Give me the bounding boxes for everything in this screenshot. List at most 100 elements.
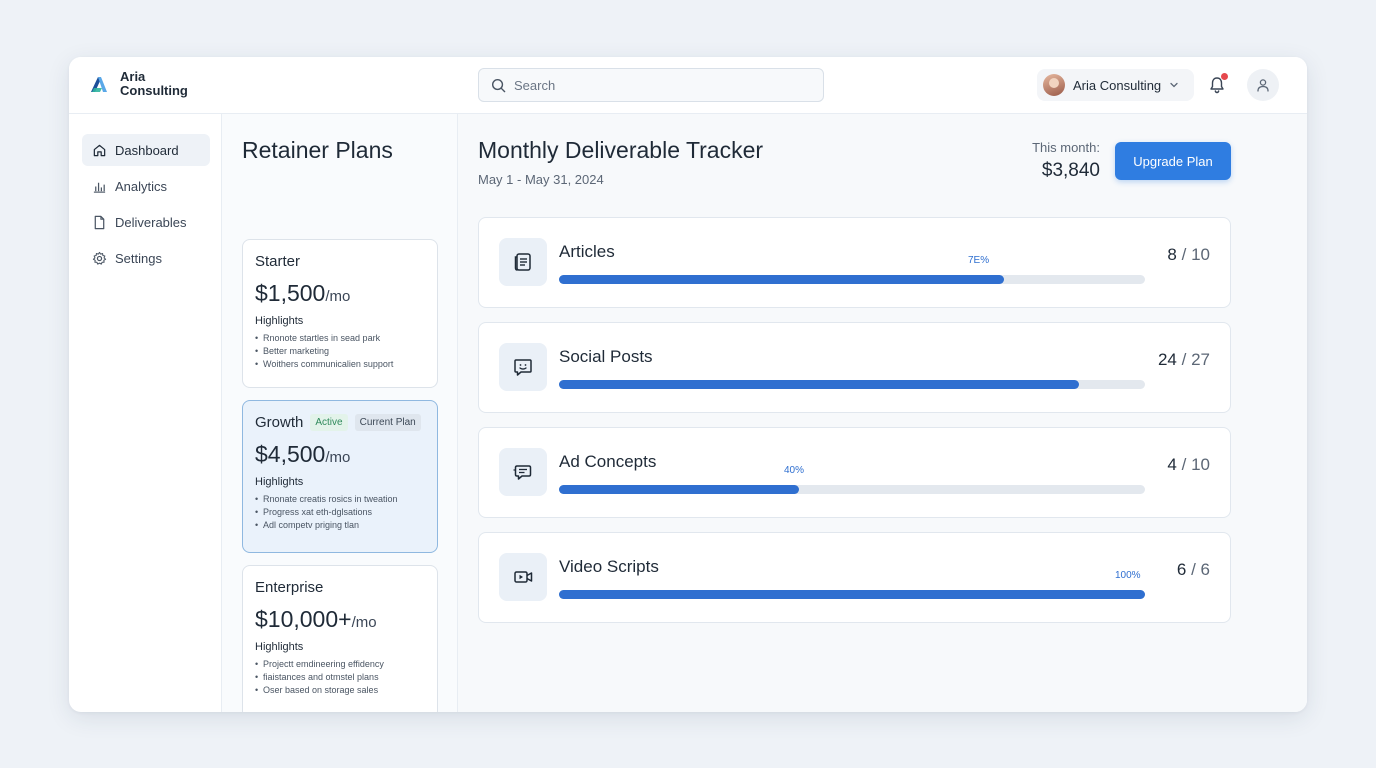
plan-highlight-item: fiaistances and otmstel plans [255, 671, 425, 684]
sidebar-item-deliverables[interactable]: Deliverables [82, 206, 210, 238]
progress-bar-fill [559, 380, 1079, 389]
deliverable-tracker-panel: Monthly Deliverable Tracker May 1 - May … [458, 114, 1307, 712]
this-month-label: This month: [1032, 140, 1100, 155]
sidebar-item-label: Analytics [115, 178, 168, 194]
track-count: 8 / 10 [1167, 245, 1210, 265]
track-count: 24 / 27 [1158, 350, 1210, 370]
sidebar-item-settings[interactable]: Settings [82, 242, 210, 274]
track-count: 6 / 6 [1177, 560, 1210, 580]
active-badge: Active [310, 414, 348, 431]
tracker-row-social-posts[interactable]: Social Posts 24 / 27 [478, 322, 1231, 413]
plan-name: Enterprise [255, 579, 324, 596]
plan-name: Growth [255, 414, 304, 431]
track-icon-box [499, 343, 547, 391]
plan-highlight-item: Rnonate creatis rosics in tweation [255, 493, 425, 506]
track-name: Ad Concepts [559, 452, 657, 471]
count-total: 6 [1200, 560, 1210, 579]
account-avatar [1043, 74, 1065, 96]
sidebar-item-analytics[interactable]: Analytics [82, 170, 210, 202]
plan-highlight-item: Oser based on storage sales [255, 684, 425, 697]
search-icon [491, 78, 506, 92]
plan-card-starter[interactable]: Starter $1,500/mo Highlights Rnonote sta… [242, 239, 438, 388]
sidebar-item-label: Settings [115, 250, 162, 266]
plan-price: $4,500/mo [255, 441, 425, 468]
document-icon [94, 215, 105, 229]
plan-price: $1,500/mo [255, 280, 425, 307]
tracker-row-video-scripts[interactable]: Video Scripts 100% 6 / 6 [478, 532, 1231, 623]
plan-highlight-item: Progress xat eth-dglsations [255, 506, 425, 519]
track-icon-box [499, 238, 547, 286]
count-total: 10 [1191, 245, 1210, 264]
plan-price-period: /mo [325, 449, 351, 466]
plan-price-period: /mo [351, 614, 377, 631]
date-range: May 1 - May 31, 2024 [478, 172, 604, 187]
progress-bar [559, 590, 1145, 599]
tracker-row-ad-concepts[interactable]: Ad Concepts 40% 4 / 10 [478, 427, 1231, 518]
chat-smile-icon [514, 359, 532, 376]
video-icon [514, 571, 533, 583]
count-done: 6 [1176, 560, 1187, 579]
home-icon [93, 144, 106, 156]
this-month-value: $3,840 [1041, 160, 1100, 181]
plan-highlight-item: Better marketing [255, 345, 425, 358]
brand-name: Aria Consulting [120, 70, 200, 98]
plan-card-enterprise[interactable]: Enterprise $10,000+/mo Highlights Projec… [242, 565, 438, 712]
plan-highlights-label: Highlights [255, 641, 304, 653]
count-separator: / [1181, 350, 1187, 369]
plan-highlights-list: Projectt emdineering effidency fiaistanc… [255, 658, 425, 697]
progress-percent-label: 7E% [968, 255, 990, 266]
search-input[interactable] [514, 77, 804, 93]
brand-name-line2: Consulting [120, 83, 188, 98]
app-window: Aria Consulting Aria Consulting [69, 57, 1307, 712]
brand[interactable]: Aria Consulting [88, 70, 200, 98]
page-title: Monthly Deliverable Tracker [478, 137, 764, 163]
brand-name-line1: Aria [120, 69, 146, 84]
sidebar: Dashboard Analytics Deliverables [69, 114, 222, 712]
plans-title: Retainer Plans [242, 137, 393, 163]
plan-highlight-item: Adl competv priging tlan [255, 519, 425, 532]
progress-bar-fill [559, 275, 1005, 284]
search-box[interactable] [478, 68, 824, 102]
plan-price: $10,000+/mo [255, 606, 425, 633]
plan-highlights-list: Rnonote startles in sead park Better mar… [255, 332, 425, 371]
plan-price-amount: $10,000+ [255, 606, 352, 632]
progress-percent-label: 100% [1115, 570, 1141, 581]
count-separator: / [1191, 560, 1196, 579]
tracker-row-articles[interactable]: Articles 7E% 8 / 10 [478, 217, 1231, 308]
plan-highlight-item: Woithers communicalien support [255, 358, 425, 371]
count-done: 4 [1167, 455, 1177, 474]
chevron-down-icon [1170, 82, 1178, 88]
track-name: Articles [559, 242, 615, 261]
track-icon-box [499, 553, 547, 601]
track-icon-box [499, 448, 547, 496]
count-total: 27 [1191, 350, 1210, 369]
plan-card-growth[interactable]: Growth Active Current Plan $4,500/mo Hig… [242, 400, 438, 553]
upgrade-plan-button[interactable]: Upgrade Plan [1115, 142, 1231, 180]
message-lines-icon [513, 465, 532, 480]
current-plan-badge: Current Plan [354, 414, 421, 431]
plan-highlight-item: Rnonote startles in sead park [255, 332, 425, 345]
sidebar-item-label: Deliverables [115, 214, 187, 230]
top-bar: Aria Consulting Aria Consulting [69, 57, 1307, 114]
plan-highlight-item: Projectt emdineering effidency [255, 658, 425, 671]
sidebar-item-label: Dashboard [115, 142, 179, 158]
plan-price-amount: $4,500 [255, 441, 326, 467]
plan-name-row: Enterprise [255, 579, 425, 596]
user-profile-button[interactable] [1247, 69, 1279, 101]
count-separator: / [1181, 245, 1187, 264]
plan-name-row: Growth Active Current Plan [255, 414, 425, 431]
plan-name-row: Starter [255, 253, 425, 270]
account-switcher[interactable]: Aria Consulting [1037, 69, 1194, 101]
count-total: 10 [1191, 455, 1210, 474]
progress-bar [559, 275, 1145, 284]
sidebar-item-dashboard[interactable]: Dashboard [82, 134, 210, 166]
plan-price-period: /mo [325, 288, 351, 305]
count-done: 24 [1157, 350, 1177, 369]
plan-highlights-label: Highlights [255, 315, 304, 327]
retainer-plans-panel: Retainer Plans Starter $1,500/mo Highlig… [222, 114, 458, 712]
track-name: Video Scripts [559, 557, 659, 576]
plan-name: Starter [255, 253, 301, 270]
count-separator: / [1181, 455, 1187, 474]
track-count: 4 / 10 [1167, 455, 1210, 475]
bell-icon[interactable] [1207, 75, 1227, 95]
